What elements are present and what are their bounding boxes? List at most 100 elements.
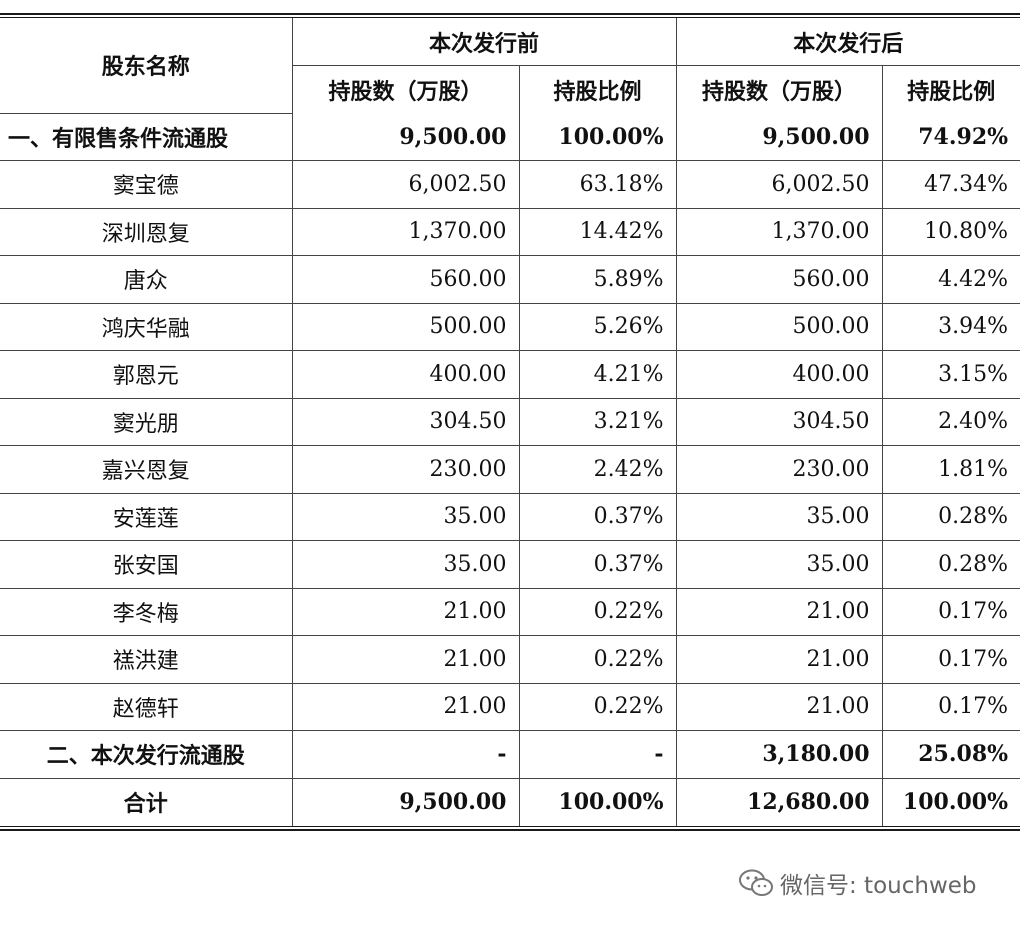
after-ratio: 74.92% xyxy=(881,113,1021,161)
after-ratio: 3.15% xyxy=(881,350,1021,399)
after-shares: 1,370.00 xyxy=(675,207,883,256)
after-ratio: 100.00% xyxy=(881,777,1021,826)
row-name: 李冬梅 xyxy=(0,587,293,636)
before-ratio: 5.26% xyxy=(518,302,677,351)
after-ratio: 25.08% xyxy=(881,730,1021,779)
row-name: 郭恩元 xyxy=(0,350,293,399)
before-ratio: 2.42% xyxy=(518,445,677,494)
before-shares: 21.00 xyxy=(291,682,520,731)
before-ratio: 0.22% xyxy=(518,635,677,684)
before-shares: 230.00 xyxy=(291,445,520,494)
before-shares: - xyxy=(291,730,520,779)
table-row: 唐众 560.00 5.89% 560.00 4.42% xyxy=(0,255,1021,304)
table-row: 鸿庆华融 500.00 5.26% 500.00 3.94% xyxy=(0,302,1021,351)
after-ratio: 2.40% xyxy=(881,397,1021,446)
table-row: 安莲莲 35.00 0.37% 35.00 0.28% xyxy=(0,492,1021,541)
before-ratio: - xyxy=(518,730,677,779)
header-after-issue: 本次发行后 xyxy=(675,18,1021,66)
header-after-shares: 持股数（万股） xyxy=(675,65,883,113)
before-ratio: 100.00% xyxy=(518,777,677,826)
shareholding-table-container: 股东名称 本次发行前 本次发行后 持股数（万股） 持股比例 持股数（万股） 持股… xyxy=(0,13,1021,831)
header-after-ratio: 持股比例 xyxy=(881,65,1021,113)
table-row: 禚洪建 21.00 0.22% 21.00 0.17% xyxy=(0,635,1021,684)
header-before-shares: 持股数（万股） xyxy=(292,65,520,113)
bottom-rule xyxy=(0,828,1020,831)
wechat-icon xyxy=(738,868,774,898)
top-rule-inner xyxy=(0,17,1020,18)
before-shares: 35.00 xyxy=(291,492,520,541)
bottom-rule-inner xyxy=(0,825,1020,827)
shareholding-table: 股东名称 本次发行前 本次发行后 持股数（万股） 持股比例 持股数（万股） 持股… xyxy=(0,18,1021,826)
after-shares: 6,002.50 xyxy=(675,160,883,209)
row-name: 唐众 xyxy=(0,255,293,304)
table-row: 张安国 35.00 0.37% 35.00 0.28% xyxy=(0,540,1021,589)
after-ratio: 0.28% xyxy=(881,540,1021,589)
header-row-1: 股东名称 本次发行前 本次发行后 xyxy=(0,18,1021,114)
before-ratio: 14.42% xyxy=(518,207,677,256)
before-shares: 560.00 xyxy=(291,255,520,304)
row-name: 窦光朋 xyxy=(0,397,293,446)
after-ratio: 47.34% xyxy=(881,160,1021,209)
row-name: 二、本次发行流通股 xyxy=(0,730,293,779)
table-row-new-issue: 二、本次发行流通股 - - 3,180.00 25.08% xyxy=(0,730,1021,779)
before-shares: 9,500.00 xyxy=(291,777,520,826)
before-shares: 9,500.00 xyxy=(291,113,520,161)
after-ratio: 10.80% xyxy=(881,207,1021,256)
table-row-total: 合计 9,500.00 100.00% 12,680.00 100.00% xyxy=(0,777,1021,826)
table-row: 窦光朋 304.50 3.21% 304.50 2.40% xyxy=(0,397,1021,446)
header-before-ratio: 持股比例 xyxy=(518,65,677,113)
table-row: 嘉兴恩复 230.00 2.42% 230.00 1.81% xyxy=(0,445,1021,494)
before-shares: 21.00 xyxy=(291,587,520,636)
table-row: 深圳恩复 1,370.00 14.42% 1,370.00 10.80% xyxy=(0,207,1021,256)
before-ratio: 100.00% xyxy=(518,113,677,161)
row-name: 张安国 xyxy=(0,540,293,589)
header-before-issue: 本次发行前 xyxy=(291,18,677,66)
watermark-text: 微信号: touchweb xyxy=(780,873,977,899)
before-shares: 6,002.50 xyxy=(291,160,520,209)
before-shares: 400.00 xyxy=(291,350,520,399)
after-ratio: 3.94% xyxy=(881,302,1021,351)
top-rule xyxy=(0,13,1020,15)
table-row: 赵德轩 21.00 0.22% 21.00 0.17% xyxy=(0,682,1021,731)
before-shares: 1,370.00 xyxy=(291,207,520,256)
before-ratio: 0.22% xyxy=(518,682,677,731)
after-shares: 9,500.00 xyxy=(675,113,883,161)
before-ratio: 63.18% xyxy=(518,160,677,209)
table-row-restricted-total: 一、有限售条件流通股 9,500.00 100.00% 9,500.00 74.… xyxy=(0,113,1021,161)
before-shares: 304.50 xyxy=(291,397,520,446)
header-row-2: 持股数（万股） 持股比例 持股数（万股） 持股比例 xyxy=(0,65,1021,113)
row-name: 嘉兴恩复 xyxy=(0,445,293,494)
row-name: 鸿庆华融 xyxy=(0,302,293,351)
before-ratio: 0.22% xyxy=(518,587,677,636)
row-name: 赵德轩 xyxy=(0,682,293,731)
row-name: 安莲莲 xyxy=(0,492,293,541)
before-shares: 35.00 xyxy=(291,540,520,589)
watermark: 微信号: touchweb xyxy=(738,866,977,900)
after-shares: 230.00 xyxy=(675,445,883,494)
before-ratio: 5.89% xyxy=(518,255,677,304)
before-ratio: 4.21% xyxy=(518,350,677,399)
after-shares: 560.00 xyxy=(675,255,883,304)
before-shares: 21.00 xyxy=(291,635,520,684)
after-shares: 35.00 xyxy=(675,492,883,541)
after-ratio: 0.28% xyxy=(881,492,1021,541)
after-shares: 3,180.00 xyxy=(675,730,883,779)
after-shares: 21.00 xyxy=(675,682,883,731)
row-name: 一、有限售条件流通股 xyxy=(0,113,293,161)
after-ratio: 0.17% xyxy=(881,635,1021,684)
after-shares: 21.00 xyxy=(675,587,883,636)
before-ratio: 0.37% xyxy=(518,492,677,541)
row-name: 深圳恩复 xyxy=(0,207,293,256)
table-row: 窦宝德 6,002.50 63.18% 6,002.50 47.34% xyxy=(0,160,1021,209)
after-shares: 500.00 xyxy=(675,302,883,351)
before-ratio: 3.21% xyxy=(518,397,677,446)
row-name: 合计 xyxy=(0,777,293,826)
table-row: 李冬梅 21.00 0.22% 21.00 0.17% xyxy=(0,587,1021,636)
row-name: 禚洪建 xyxy=(0,635,293,684)
after-shares: 400.00 xyxy=(675,350,883,399)
after-ratio: 0.17% xyxy=(881,587,1021,636)
after-shares: 21.00 xyxy=(675,635,883,684)
after-ratio: 4.42% xyxy=(881,255,1021,304)
table-row: 郭恩元 400.00 4.21% 400.00 3.15% xyxy=(0,350,1021,399)
before-shares: 500.00 xyxy=(291,302,520,351)
